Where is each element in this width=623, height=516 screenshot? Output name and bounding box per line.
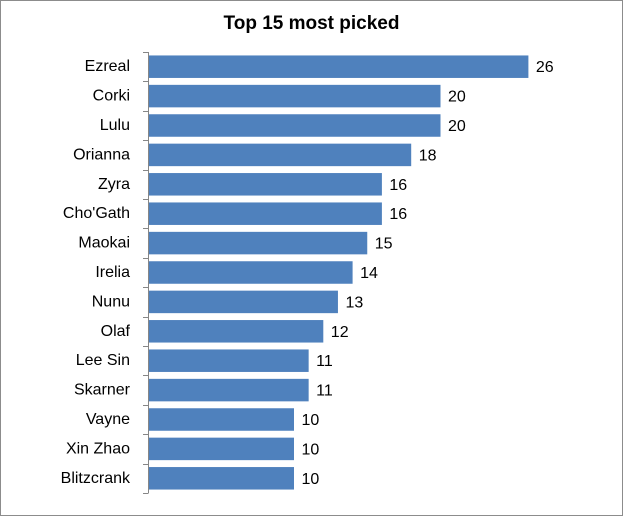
bar bbox=[147, 172, 383, 197]
data-label: 12 bbox=[331, 324, 349, 341]
data-label: 11 bbox=[316, 383, 333, 400]
category-label: Orianna bbox=[73, 146, 130, 163]
bar bbox=[147, 319, 325, 344]
bar bbox=[147, 142, 413, 168]
data-label: 10 bbox=[302, 412, 320, 429]
bar bbox=[147, 289, 339, 315]
category-label: Maokai bbox=[78, 235, 130, 252]
category-label: Lee Sin bbox=[76, 352, 130, 369]
bar bbox=[147, 260, 354, 285]
data-label: 20 bbox=[448, 118, 466, 135]
category-label: Ezreal bbox=[85, 58, 130, 75]
bar bbox=[147, 230, 369, 256]
data-label: 10 bbox=[302, 441, 320, 458]
data-label: 16 bbox=[389, 206, 407, 223]
data-label: 10 bbox=[302, 471, 320, 488]
bar bbox=[147, 113, 442, 138]
category-label: Lulu bbox=[100, 117, 130, 134]
data-label: 26 bbox=[536, 59, 554, 76]
data-label: 15 bbox=[375, 236, 393, 253]
bar bbox=[147, 348, 310, 373]
bar bbox=[147, 83, 442, 109]
chart-title: Top 15 most picked bbox=[223, 13, 400, 34]
bar bbox=[147, 54, 530, 79]
bar bbox=[147, 466, 295, 491]
bar bbox=[147, 201, 383, 226]
bar bbox=[147, 377, 310, 403]
bar bbox=[147, 407, 295, 432]
bar bbox=[147, 436, 295, 462]
data-label: 16 bbox=[389, 177, 407, 194]
category-label: Skarner bbox=[74, 382, 131, 399]
category-label: Blitzcrank bbox=[61, 470, 131, 487]
data-label: 11 bbox=[316, 353, 333, 370]
data-label: 13 bbox=[345, 294, 363, 311]
category-label: Nunu bbox=[92, 293, 130, 310]
category-label: Vayne bbox=[86, 411, 130, 428]
category-label: Xin Zhao bbox=[66, 440, 130, 457]
data-label: 20 bbox=[448, 89, 466, 106]
data-label: 14 bbox=[360, 265, 378, 282]
category-label: Irelia bbox=[95, 264, 130, 281]
category-label: Zyra bbox=[98, 176, 130, 193]
category-label: Olaf bbox=[101, 323, 131, 340]
category-label: Corki bbox=[93, 88, 130, 105]
category-label: Cho'Gath bbox=[63, 205, 130, 222]
data-label: 18 bbox=[419, 147, 437, 164]
